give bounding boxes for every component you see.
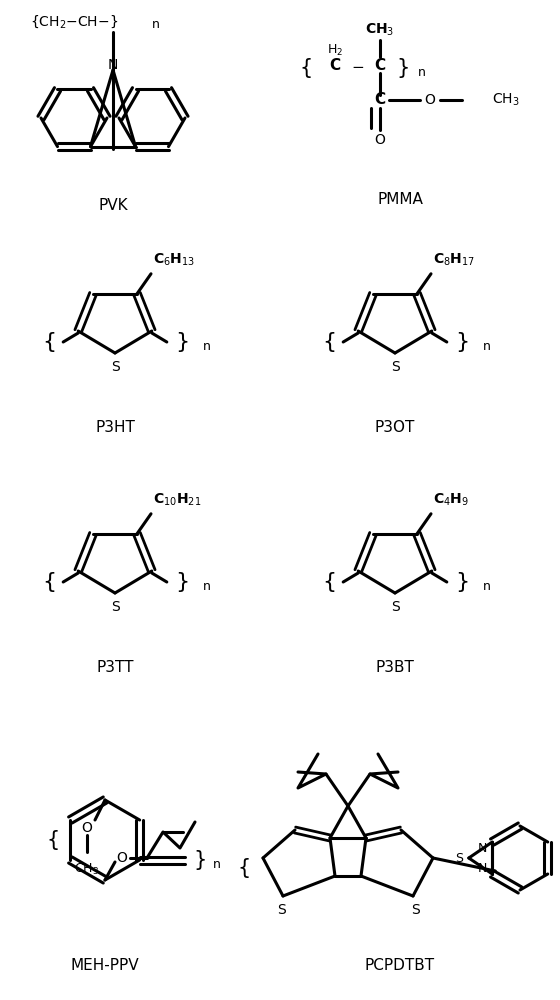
Text: S: S — [277, 903, 286, 917]
Text: CH$_3$: CH$_3$ — [492, 92, 520, 108]
Text: C$_4$H$_9$: C$_4$H$_9$ — [433, 491, 469, 508]
Text: S: S — [111, 360, 119, 374]
Text: O: O — [424, 93, 436, 107]
Text: n: n — [483, 580, 491, 593]
Text: $\}$: $\}$ — [455, 330, 469, 354]
Text: C: C — [375, 93, 386, 107]
Text: $\}$: $\}$ — [396, 56, 408, 80]
Text: n: n — [213, 858, 221, 871]
Text: $\{$: $\{$ — [46, 828, 59, 852]
Text: CH$_3$: CH$_3$ — [74, 862, 100, 877]
Text: C$_{10}$H$_{21}$: C$_{10}$H$_{21}$ — [153, 491, 201, 508]
Text: n: n — [418, 66, 426, 79]
Text: O: O — [82, 821, 92, 835]
Text: O: O — [116, 851, 128, 865]
Text: CH$_3$: CH$_3$ — [365, 22, 395, 38]
Text: $\{$: $\{$ — [237, 856, 249, 880]
Text: PCPDTBT: PCPDTBT — [365, 958, 435, 972]
Text: n: n — [152, 18, 160, 31]
Text: $\}$: $\}$ — [455, 570, 469, 594]
Text: P3BT: P3BT — [376, 660, 414, 676]
Text: S: S — [111, 600, 119, 614]
Text: P3HT: P3HT — [95, 420, 135, 436]
Text: $-$: $-$ — [352, 57, 365, 73]
Text: PVK: PVK — [98, 198, 128, 213]
Text: MEH-PPV: MEH-PPV — [71, 958, 139, 972]
Text: N: N — [478, 861, 487, 874]
Text: S: S — [410, 903, 419, 917]
Text: S: S — [391, 600, 399, 614]
Text: O: O — [375, 133, 385, 147]
Text: P3TT: P3TT — [96, 660, 134, 676]
Text: C: C — [329, 57, 340, 73]
Text: $\{$: $\{$ — [41, 330, 55, 354]
Text: H$_2$: H$_2$ — [327, 42, 343, 58]
Text: $\{$: $\{$ — [321, 330, 335, 354]
Text: P3OT: P3OT — [375, 420, 415, 436]
Text: N: N — [478, 842, 487, 854]
Text: N: N — [108, 58, 118, 72]
Text: S: S — [391, 360, 399, 374]
Text: n: n — [203, 340, 211, 354]
Text: $\{$: $\{$ — [321, 570, 335, 594]
Text: $\}$: $\}$ — [175, 570, 189, 594]
Text: C$_6$H$_{13}$: C$_6$H$_{13}$ — [153, 251, 195, 268]
Text: C$_8$H$_{17}$: C$_8$H$_{17}$ — [433, 251, 475, 268]
Text: S: S — [455, 852, 463, 864]
Text: $\}$: $\}$ — [193, 848, 206, 872]
Text: PMMA: PMMA — [377, 192, 423, 208]
Text: $\}$: $\}$ — [175, 330, 189, 354]
Text: n: n — [203, 580, 211, 593]
Text: n: n — [483, 340, 491, 354]
Text: $\{$: $\{$ — [41, 570, 55, 594]
Text: C: C — [375, 57, 386, 73]
Text: $\{$: $\{$ — [298, 56, 311, 80]
Text: $\{$CH$_2$$-$CH$-\}$: $\{$CH$_2$$-$CH$-\}$ — [30, 14, 118, 30]
